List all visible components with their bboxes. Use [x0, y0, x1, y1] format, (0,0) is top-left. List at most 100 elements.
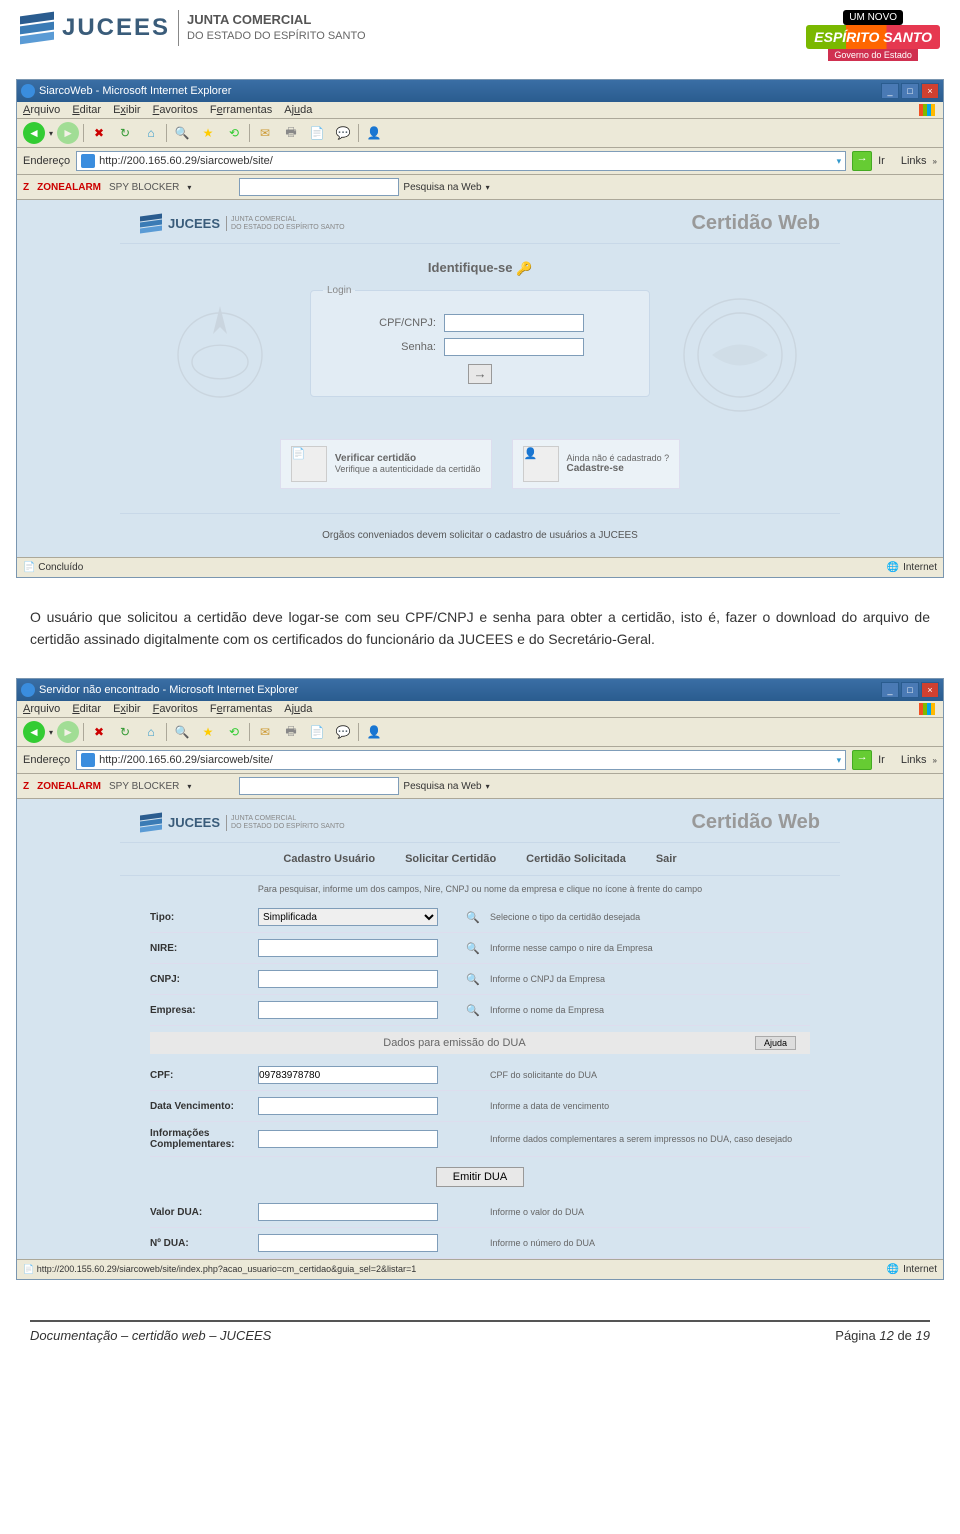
ie-window-1: SiarcoWeb - Microsoft Internet Explorer … — [16, 79, 944, 578]
menu-favoritos[interactable]: Favoritos — [153, 104, 198, 116]
stop-button[interactable]: ✖ — [88, 122, 110, 144]
footer-left: Documentação – certidão web – JUCEES — [30, 1328, 271, 1343]
links-label[interactable]: Links — [901, 754, 927, 766]
tab-sair[interactable]: Sair — [656, 853, 677, 865]
discuss-button[interactable]: 💬 — [332, 122, 354, 144]
cnpj-input[interactable] — [258, 970, 438, 988]
forward-button[interactable]: ► — [57, 721, 79, 743]
form-row-empresa: Empresa: 🔍 Informe o nome da Empresa — [150, 995, 810, 1026]
status-left: 📄 Concluído — [23, 562, 83, 573]
zonealarm-toolbar-2: Z ZONEALARM SPY BLOCKER ▾ Pesquisa na We… — [17, 774, 943, 799]
messenger-button[interactable]: 👤 — [363, 122, 385, 144]
empresa-input[interactable] — [258, 1001, 438, 1019]
tab-solicitar[interactable]: Solicitar Certidão — [405, 853, 496, 865]
nire-input[interactable] — [258, 939, 438, 957]
search-icon[interactable]: 🔍 — [466, 973, 482, 986]
tab-solicitada[interactable]: Certidão Solicitada — [526, 853, 626, 865]
search-icon[interactable]: 🔍 — [466, 942, 482, 955]
edit-button[interactable]: 📄 — [306, 721, 328, 743]
search-form: Tipo: Simplificada 🔍 Selecione o tipo da… — [120, 902, 840, 1259]
close-button[interactable]: × — [921, 83, 939, 99]
menu-ferramentas[interactable]: Ferramentas — [210, 703, 272, 715]
cpf-dua-input[interactable] — [258, 1066, 438, 1084]
menu-favoritos[interactable]: Favoritos — [153, 703, 198, 715]
home-button[interactable]: ⌂ — [140, 721, 162, 743]
refresh-button[interactable]: ↻ — [114, 122, 136, 144]
menu-exibir[interactable]: Exibir — [113, 104, 141, 116]
empresa-desc: Informe o nome da Empresa — [490, 1005, 810, 1015]
info-input[interactable] — [258, 1130, 438, 1148]
menu-ajuda[interactable]: Ajuda — [284, 104, 312, 116]
address-label: Endereço — [23, 754, 70, 766]
search-button[interactable]: 🔍 — [171, 721, 193, 743]
za-search-input[interactable] — [239, 178, 399, 196]
menu-editar[interactable]: Editar — [72, 104, 101, 116]
address-input[interactable]: http://200.165.60.29/siarcoweb/site/ ▾ — [76, 151, 846, 171]
history-button[interactable]: ⟲ — [223, 122, 245, 144]
discuss-button[interactable]: 💬 — [332, 721, 354, 743]
address-url: http://200.165.60.29/siarcoweb/site/ — [99, 155, 273, 167]
identifique-heading: Identifique-se 🔑 — [120, 244, 840, 285]
page-footer: Documentação – certidão web – JUCEES Pág… — [30, 1320, 930, 1343]
back-button[interactable]: ◄ — [23, 721, 45, 743]
address-input-2[interactable]: http://200.165.60.29/siarcoweb/site/ ▾ — [76, 750, 846, 770]
refresh-button[interactable]: ↻ — [114, 721, 136, 743]
go-button[interactable]: → — [852, 151, 872, 171]
mail-button[interactable]: ✉ — [254, 122, 276, 144]
print-button[interactable]: 🖶 — [280, 721, 302, 743]
verificar-card[interactable]: 📄 Verificar certidão Verifique a autenti… — [280, 439, 492, 489]
gov-logo: UM NOVO ESPÍRITO SANTO Governo do Estado — [806, 10, 940, 61]
messenger-button[interactable]: 👤 — [363, 721, 385, 743]
cpf-input[interactable] — [444, 314, 584, 332]
links-label[interactable]: Links — [901, 155, 927, 167]
numdua-input[interactable] — [258, 1234, 438, 1252]
cadastro-card[interactable]: 👤 Ainda não é cadastrado ? Cadastre-se — [512, 439, 681, 489]
data-desc: Informe a data de vencimento — [490, 1101, 810, 1111]
login-submit-button[interactable]: → — [468, 364, 492, 384]
app-title: Certidão Web — [691, 212, 820, 235]
minimize-button[interactable]: _ — [881, 83, 899, 99]
menu-ajuda[interactable]: Ajuda — [284, 703, 312, 715]
close-button[interactable]: × — [921, 682, 939, 698]
search-icon[interactable]: 🔍 — [466, 911, 482, 924]
verificar-title: Verificar certidão — [335, 453, 481, 464]
favorites-button[interactable]: ★ — [197, 721, 219, 743]
tipo-select[interactable]: Simplificada — [258, 908, 438, 926]
search-button[interactable]: 🔍 — [171, 122, 193, 144]
valor-input[interactable] — [258, 1203, 438, 1221]
ie-content-area-2: JUCEES JUNTA COMERCIAL DO ESTADO DO ESPÍ… — [17, 799, 943, 1259]
menu-ferramentas[interactable]: Ferramentas — [210, 104, 272, 116]
stop-button[interactable]: ✖ — [88, 721, 110, 743]
footer-notice: Orgãos conveniados devem solicitar o cad… — [120, 513, 840, 557]
mail-button[interactable]: ✉ — [254, 721, 276, 743]
form-row-numdua: Nº DUA: Informe o número do DUA — [150, 1228, 810, 1259]
edit-button[interactable]: 📄 — [306, 122, 328, 144]
ie-toolbar-2: ◄ ▾ ► ✖ ↻ ⌂ 🔍 ★ ⟲ ✉ 🖶 📄 💬 👤 — [17, 718, 943, 747]
maximize-button[interactable]: □ — [901, 682, 919, 698]
minimize-button[interactable]: _ — [881, 682, 899, 698]
menu-editar[interactable]: Editar — [72, 703, 101, 715]
print-button[interactable]: 🖶 — [280, 122, 302, 144]
menu-arquivo[interactable]: Arquivo — [23, 104, 60, 116]
favorites-button[interactable]: ★ — [197, 122, 219, 144]
forward-button[interactable]: ► — [57, 122, 79, 144]
ajuda-button[interactable]: Ajuda — [755, 1036, 796, 1050]
data-input[interactable] — [258, 1097, 438, 1115]
zonealarm-toolbar: Z ZONEALARM SPY BLOCKER ▾ Pesquisa na We… — [17, 175, 943, 200]
form-row-tipo: Tipo: Simplificada 🔍 Selecione o tipo da… — [150, 902, 810, 933]
go-button[interactable]: → — [852, 750, 872, 770]
tab-cadastro[interactable]: Cadastro Usuário — [283, 853, 375, 865]
za-search-input[interactable] — [239, 777, 399, 795]
search-icon[interactable]: 🔍 — [466, 1004, 482, 1017]
logo-main-text: JUCEES — [62, 14, 170, 42]
home-button[interactable]: ⌂ — [140, 122, 162, 144]
menu-exibir[interactable]: Exibir — [113, 703, 141, 715]
emitir-dua-button[interactable]: Emitir DUA — [436, 1167, 524, 1187]
maximize-button[interactable]: □ — [901, 83, 919, 99]
menu-arquivo[interactable]: Arquivo — [23, 703, 60, 715]
address-url-2: http://200.165.60.29/siarcoweb/site/ — [99, 754, 273, 766]
senha-input[interactable] — [444, 338, 584, 356]
back-button[interactable]: ◄ — [23, 122, 45, 144]
form-row-data: Data Vencimento: Informe a data de venci… — [150, 1091, 810, 1122]
history-button[interactable]: ⟲ — [223, 721, 245, 743]
